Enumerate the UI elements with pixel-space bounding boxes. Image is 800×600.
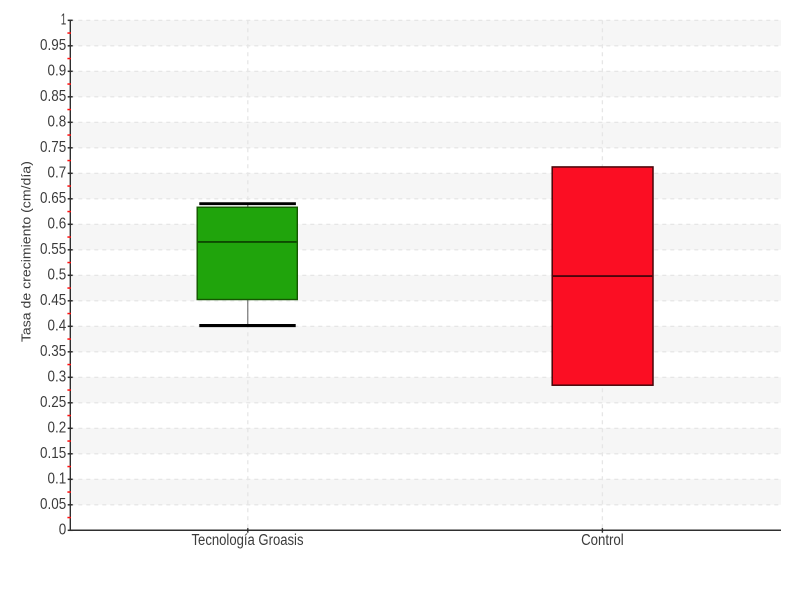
svg-text:Tasa de crecimiento (cm/día): Tasa de crecimiento (cm/día): [19, 161, 34, 342]
svg-text:0.8: 0.8: [48, 114, 67, 131]
svg-text:0.15: 0.15: [40, 445, 66, 462]
svg-text:0.95: 0.95: [40, 37, 66, 54]
svg-text:0.75: 0.75: [40, 139, 66, 156]
svg-text:0.35: 0.35: [40, 343, 66, 360]
svg-text:0.3: 0.3: [48, 369, 67, 386]
svg-text:0.2: 0.2: [48, 420, 67, 437]
svg-text:0.55: 0.55: [40, 241, 66, 258]
svg-text:0.45: 0.45: [40, 292, 66, 309]
svg-text:0.65: 0.65: [40, 190, 66, 207]
svg-text:0.5: 0.5: [48, 267, 67, 284]
svg-text:Control: Control: [581, 532, 624, 549]
svg-text:1: 1: [61, 12, 67, 29]
svg-text:0.05: 0.05: [40, 496, 66, 513]
svg-text:0.25: 0.25: [40, 394, 66, 411]
svg-text:0.1: 0.1: [48, 471, 67, 488]
svg-text:0.4: 0.4: [48, 318, 67, 335]
svg-text:Tecnología Groasis: Tecnología Groasis: [192, 532, 304, 549]
svg-text:0.85: 0.85: [40, 88, 66, 105]
svg-text:0: 0: [59, 522, 67, 539]
svg-text:0.9: 0.9: [48, 63, 67, 80]
svg-text:0.7: 0.7: [48, 165, 67, 182]
svg-text:0.6: 0.6: [48, 216, 67, 233]
